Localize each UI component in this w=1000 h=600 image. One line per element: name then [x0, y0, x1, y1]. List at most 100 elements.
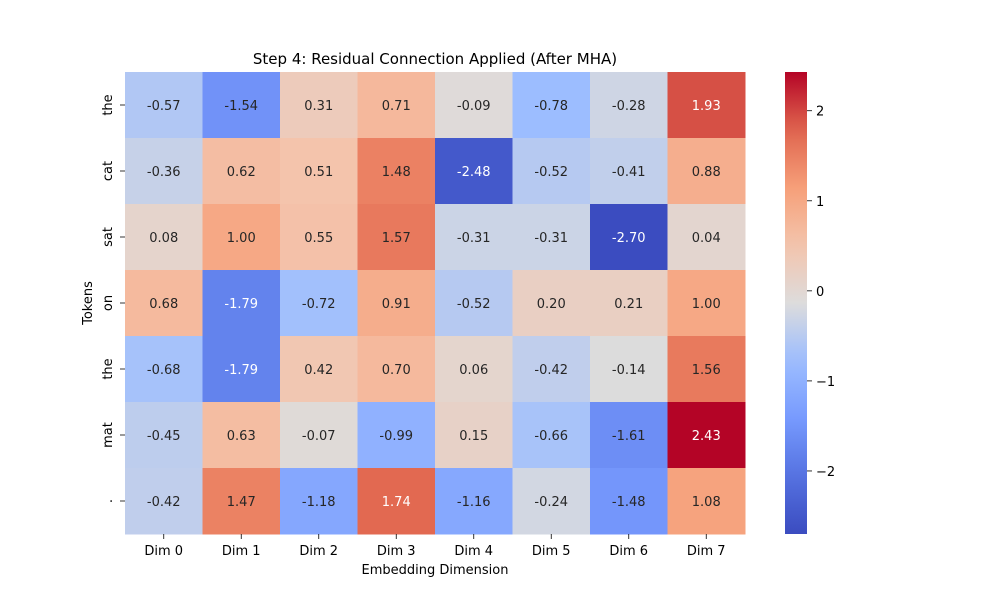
heatmap-cell	[512, 138, 591, 205]
cell-value-label: -0.66	[534, 429, 568, 444]
heatmap-cell	[435, 72, 513, 139]
cell-value-label: 0.70	[382, 363, 411, 378]
cell-value-label: -1.79	[224, 297, 258, 312]
x-tick-label: Dim 3	[377, 544, 416, 559]
colorbar-tick-label: −2	[816, 465, 835, 480]
x-tick-label: Dim 7	[687, 544, 726, 559]
cell-value-labels: -0.57 -1.54 0.31 0.71 -0.09 -0.78 -0.28 1.93 -0.…	[147, 99, 721, 510]
heatmap-cell	[590, 138, 668, 205]
heatmap-cell	[202, 138, 281, 205]
cell-value-label: 0.42	[304, 363, 333, 378]
heatmap-cell	[590, 270, 668, 337]
heatmap-cell	[202, 402, 281, 469]
chart-title: Step 4: Residual Connection Applied (Aft…	[253, 50, 617, 68]
cell-value-label: -0.31	[457, 231, 491, 246]
cell-value-label: 0.08	[149, 231, 178, 246]
cell-value-label: 0.88	[692, 165, 721, 180]
x-axis-label: Embedding Dimension	[362, 563, 509, 578]
colorbar-tick-label: 2	[816, 105, 824, 120]
cell-value-label: -0.41	[612, 165, 646, 180]
cell-value-label: 0.06	[459, 363, 488, 378]
heatmap-cell	[667, 270, 746, 337]
cell-value-label: 0.51	[304, 165, 333, 180]
cell-value-label: 1.48	[382, 165, 411, 180]
y-tick-label: cat	[101, 161, 116, 181]
cell-value-label: 1.00	[692, 297, 721, 312]
cell-value-label: 1.47	[227, 495, 256, 510]
cell-value-label: 1.08	[692, 495, 721, 510]
heatmap-cell	[280, 270, 358, 337]
colorbar-tick-label: 0	[816, 285, 824, 300]
x-tick-label: Dim 0	[144, 544, 183, 559]
heatmap-cell	[280, 72, 358, 139]
cell-value-label: -0.42	[534, 363, 568, 378]
heatmap-cell	[125, 72, 203, 139]
cell-value-label: -1.48	[612, 495, 646, 510]
cell-value-label: -1.54	[224, 99, 258, 114]
heatmap-cell	[590, 72, 668, 139]
y-tick-label: the	[101, 358, 116, 379]
cell-value-label: -0.52	[457, 297, 491, 312]
heatmap-cell	[435, 204, 513, 271]
cell-value-label: 0.20	[537, 297, 566, 312]
cell-value-label: -0.31	[534, 231, 568, 246]
cell-value-label: -0.28	[612, 99, 646, 114]
heatmap-cell	[667, 72, 746, 139]
heatmap-cell	[202, 468, 281, 535]
cell-value-label: -0.24	[534, 495, 568, 510]
cell-value-label: 0.91	[382, 297, 411, 312]
cell-value-label: -0.57	[147, 99, 181, 114]
cell-value-label: 0.04	[692, 231, 721, 246]
heatmap-cell	[125, 270, 203, 337]
cell-value-label: 1.56	[692, 363, 721, 378]
x-tick-label: Dim 1	[222, 544, 261, 559]
heatmap-cell	[357, 72, 436, 139]
cell-value-label: 1.57	[382, 231, 411, 246]
colorbar-tick-label: 1	[816, 195, 824, 210]
heatmap-cell	[667, 336, 746, 403]
heatmap-grid	[125, 72, 746, 535]
cell-value-label: 0.31	[304, 99, 333, 114]
heatmap-cell	[280, 138, 358, 205]
heatmap-cell	[435, 336, 513, 403]
y-tick-label: on	[101, 295, 116, 311]
heatmap-cell	[125, 204, 203, 271]
x-tick-label: Dim 6	[609, 544, 648, 559]
cell-value-label: 1.00	[227, 231, 256, 246]
heatmap-cell	[667, 468, 746, 535]
cell-value-label: -0.68	[147, 363, 181, 378]
cell-value-label: -0.14	[612, 363, 646, 378]
y-axis-label: Tokens	[81, 281, 96, 326]
cell-value-label: -0.45	[147, 429, 181, 444]
heatmap-cell	[125, 138, 203, 205]
y-tick-label: the	[101, 94, 116, 115]
heatmap-cell	[357, 138, 436, 205]
colorbar-tick-label: −1	[816, 375, 835, 390]
cell-value-label: 0.62	[227, 165, 256, 180]
y-axis-ticks: the cat sat on the mat.	[101, 94, 125, 503]
heatmap-cell	[280, 402, 358, 469]
heatmap-cell	[202, 72, 281, 139]
cell-value-label: 0.63	[227, 429, 256, 444]
heatmap-cell	[512, 204, 591, 271]
cell-value-label: -0.09	[457, 99, 491, 114]
x-axis-ticks: Dim 0 Dim 1 Dim 2 Dim 3 Dim 4 Dim 5 Dim 6 Dim 7	[144, 534, 726, 559]
y-tick-label: .	[101, 499, 116, 503]
heatmap-cell	[125, 336, 203, 403]
heatmap-cell	[357, 336, 436, 403]
heatmap-cell	[435, 138, 513, 205]
heatmap-cell	[667, 402, 746, 469]
colorbar	[785, 72, 807, 534]
heatmap-cell	[280, 468, 358, 535]
cell-value-label: 0.55	[304, 231, 333, 246]
heatmap-cell	[590, 468, 668, 535]
cell-value-label: 0.15	[459, 429, 488, 444]
heatmap-cell	[435, 402, 513, 469]
cell-value-label: 0.21	[614, 297, 643, 312]
heatmap-cell	[590, 336, 668, 403]
heatmap-cell	[202, 270, 281, 337]
cell-value-label: -0.42	[147, 495, 181, 510]
heatmap-cell	[512, 402, 591, 469]
heatmap-cell	[512, 336, 591, 403]
